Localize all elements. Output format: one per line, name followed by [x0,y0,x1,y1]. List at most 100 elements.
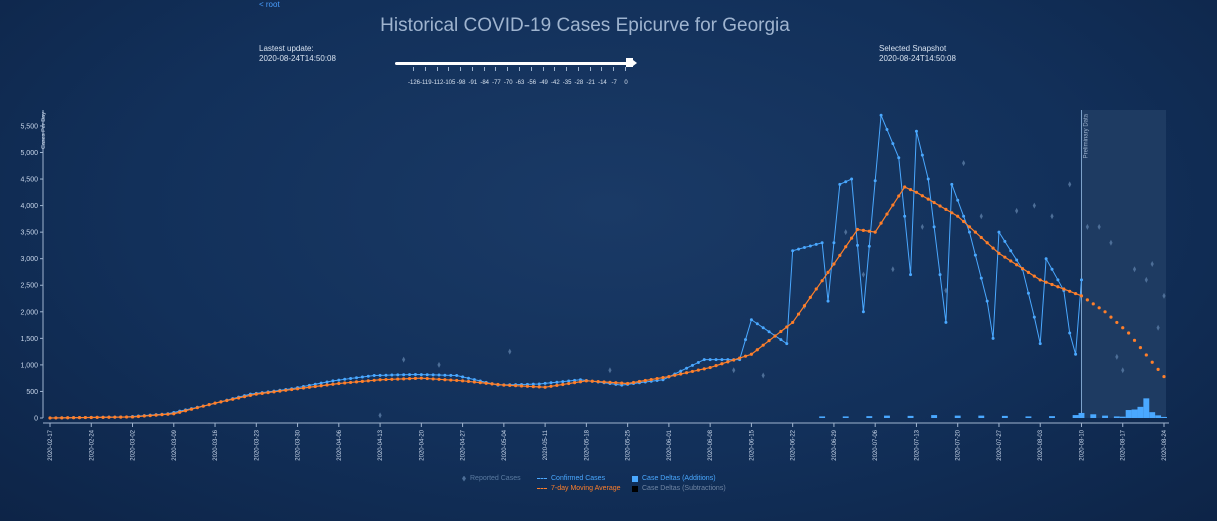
last-update-value: 2020-08-24T14:50:08 [259,54,336,63]
case-delta-bar [819,416,826,418]
moving-average-point [1056,285,1060,289]
legend-item-reported[interactable]: Reported Cases [462,475,521,482]
slider-tick [448,67,450,71]
moving-average-point [667,374,671,379]
moving-average-point [301,386,306,390]
confirmed-point [337,378,341,382]
moving-average-point [66,416,70,420]
legend-item-moving_avg[interactable]: 7-day Moving Average [537,485,621,492]
confirmed-point [408,373,412,377]
confirmed-point [378,373,382,377]
moving-average-point [378,378,382,382]
legend-swatch [537,478,547,479]
slider-track[interactable] [395,62,633,65]
moving-average-point [319,384,323,388]
confirmed-point [366,374,370,378]
moving-average-point [885,212,889,216]
y-tick-label: 3,500 [20,230,38,237]
moving-average-point [154,413,158,417]
moving-average-point [655,376,659,381]
slider-tick [507,67,509,71]
slider-tick [566,67,568,71]
moving-average-point [796,312,801,316]
confirmed-point [932,225,936,229]
slider-tick-label: -105 [443,80,456,86]
y-tick-label: 4,000 [20,203,38,210]
slider-tick [530,67,532,71]
moving-average-point [248,393,253,397]
confirmed-point [372,374,376,378]
confirmed-point [549,381,553,385]
moving-average-line [49,186,1082,419]
confirmed-point [891,142,895,146]
moving-average-point [767,339,771,343]
moving-average-point [1144,353,1148,357]
slider-tick [589,67,591,71]
moving-average-point [590,379,594,383]
moving-average-point [349,380,353,385]
legend-swatch [632,485,638,492]
confirmed-point [1068,331,1072,335]
x-tick-label: 2020-08-10 [1079,429,1085,460]
moving-average-point [1050,282,1054,287]
moving-average-point [142,414,146,418]
reported-point [961,160,966,167]
confirmed-point [1038,342,1042,346]
confirmed-point [708,358,712,362]
legend-item-confirmed[interactable]: Confirmed Cases [537,475,605,482]
slider-thumb[interactable] [626,58,637,67]
legend-label: Confirmed Cases [551,475,606,482]
slider-tick-label: -119 [419,80,432,86]
snapshot-slider[interactable]: -126 -119 -112 -105 -98 -91 -84 -77 -70 -63 -56 -49… [395,55,640,90]
case-delta-bar [931,415,938,418]
confirmed-point [390,373,394,377]
moving-average-point [307,385,311,389]
moving-average-point [407,377,412,381]
confirmed-point [909,273,913,277]
moving-average-point [496,382,500,387]
moving-average-point [578,380,583,384]
reported-point [861,271,865,278]
slider-tick [542,67,544,71]
moving-average-point [602,380,606,384]
case-delta-bar [1143,398,1150,418]
confirmed-point [885,127,889,131]
confirmed-point [1026,291,1030,295]
moving-average-point [83,415,87,420]
confirmed-point [791,249,795,253]
moving-average-point [861,228,865,232]
moving-average-point [838,253,842,257]
moving-average-point [1015,263,1019,267]
moving-average-point [531,384,535,389]
slider-tick-label: -77 [492,80,501,86]
moving-average-point [732,358,736,362]
confirmed-point [1056,278,1060,282]
moving-average-point [384,377,388,382]
confirmed-point [455,374,459,378]
moving-average-point [537,385,541,389]
root-link[interactable]: < root [259,0,280,9]
confirmed-point [967,230,971,234]
moving-average-point [702,367,706,371]
legend-label: Case Deltas (Additions) [642,475,716,482]
case-delta-bar [1119,416,1126,418]
reported-point [402,356,406,363]
slider-tick-label: -126 [407,80,421,86]
moving-average-point [1109,315,1113,319]
reported-point [979,213,983,220]
slider-tick-label: -35 [562,80,572,86]
confirmed-point [555,380,559,384]
moving-average-point [366,379,370,383]
legend-item-deltas_sub[interactable]: Case Deltas (Subtractions) [632,485,726,492]
y-axis-label: Cases Per Day [41,112,47,149]
confirmed-point [950,182,954,186]
confirmed-point [685,366,689,370]
case-delta-bar [1025,416,1032,418]
reported-point [732,367,736,374]
moving-average-point [1009,259,1013,263]
legend-item-deltas_add[interactable]: Case Deltas (Additions) [632,475,716,482]
moving-average-point [637,379,642,384]
reported-point [1015,207,1019,214]
moving-average-point [1121,326,1125,330]
moving-average-point [484,381,488,385]
